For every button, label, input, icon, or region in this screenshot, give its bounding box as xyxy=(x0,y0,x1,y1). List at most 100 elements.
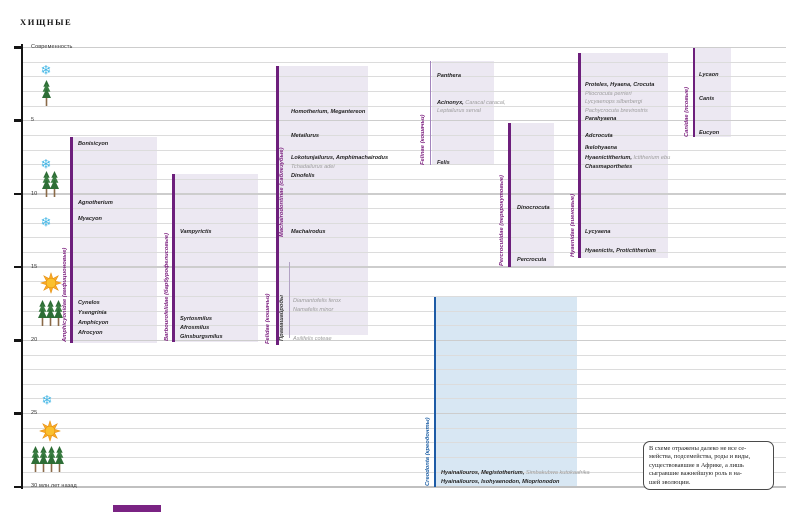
hyaenidae-genus: Ikelohyaena xyxy=(585,145,617,151)
machairodontinae-genus: Homotherium, Megantereon xyxy=(291,109,365,115)
genus-name: Vampyrictis xyxy=(180,229,212,235)
gridline xyxy=(23,134,786,136)
pramachairody-genus: Namafelis minor xyxy=(293,307,333,313)
canidae-label: Canidae (псовые) xyxy=(684,86,690,137)
genus-name: Felis xyxy=(437,160,450,166)
axis-tick xyxy=(14,412,21,415)
axis-tick-label: 15 xyxy=(31,263,38,270)
barbourofelidae-genus: Syrtosmilus xyxy=(180,316,212,322)
genus-name: Panthera xyxy=(437,73,461,79)
genus-name: Canis xyxy=(699,96,715,102)
gridline xyxy=(23,354,786,356)
genus-name: Myacyon xyxy=(78,216,102,222)
barbourofelidae-range-shade xyxy=(174,174,258,342)
gridline xyxy=(23,105,786,107)
genus-name: Lycaon xyxy=(699,72,719,78)
genus-name: Ginsburgsmilus xyxy=(180,334,223,340)
genus-name: Adcrocuta xyxy=(585,133,613,139)
axis-tick-label: 25 xyxy=(31,410,38,417)
felinae-genus: Panthera xyxy=(437,73,461,79)
genus-name: Dinocrocuta xyxy=(517,205,550,211)
footer-accent-mark xyxy=(113,504,161,512)
genus-name: Afrosmilus xyxy=(180,325,210,331)
pramachairody-genus: Asilifelis coteae xyxy=(293,336,332,342)
gridline xyxy=(23,193,786,195)
axis-tick xyxy=(14,46,21,49)
gridline xyxy=(23,76,786,78)
amphicyonidae-range-bar xyxy=(70,137,73,343)
trees-icon xyxy=(41,80,51,106)
gridline xyxy=(23,266,786,268)
snowflake-icon: ❄ xyxy=(41,392,53,408)
genus-name: Eucyon xyxy=(699,130,720,136)
canidae-genus: Lycaon xyxy=(699,72,719,78)
pramachairody-label: Прамашайроды xyxy=(278,295,285,341)
genus-name: Chasmaporthetes xyxy=(585,164,633,170)
genus-name: Bonisicyon xyxy=(78,141,109,147)
genus-name: Afrocyon xyxy=(78,330,103,336)
gridline xyxy=(23,208,786,210)
genus-name: Syrtosmilus xyxy=(180,316,213,322)
genus-name: Ikelohyaena xyxy=(585,145,618,151)
gridline xyxy=(23,295,786,297)
creodonta-genus: Hyainailouros, Isohyaenodon, Mioprionodo… xyxy=(441,479,559,485)
gridline xyxy=(23,369,786,371)
gridline xyxy=(23,457,786,459)
snowflake-icon: ❄ xyxy=(40,62,52,78)
hyaenidae-genus: Hyaenictitherium, Ictitherium ebu xyxy=(585,155,670,161)
gridline xyxy=(23,485,786,489)
genus-name-secondary: Lycyaenops silberbergi xyxy=(585,99,643,105)
genus-name-secondary: Asilifelis coteae xyxy=(293,336,332,342)
felidae-range-bar xyxy=(276,66,279,345)
pramachairody-genus: Diamantofelis ferox xyxy=(293,298,341,304)
gridline xyxy=(23,339,786,342)
genus-name: Lycyaena xyxy=(585,229,611,235)
gridline xyxy=(23,222,786,224)
axis-tick-label: Современность xyxy=(31,44,73,51)
snowflake-icon: ❄ xyxy=(40,214,52,230)
hyaenidae-genus: Proteles, Hyaena, Crocuta xyxy=(585,82,654,88)
barbourofelidae-genus: Ginsburgsmilus xyxy=(180,334,223,340)
genus-name-secondary: Namafelis minor xyxy=(293,307,334,313)
axis-tick-label: 5 xyxy=(31,117,35,124)
genus-name-secondary: Tchadailurus adei xyxy=(291,164,335,170)
axis-tick-label: 20 xyxy=(31,337,38,343)
amphicyonidae-genus: Amphicyon xyxy=(78,320,108,326)
gridline xyxy=(23,398,786,400)
genus-name: Hyainailouros, Megistotherium, xyxy=(441,470,525,476)
gridline xyxy=(23,237,786,239)
hyaenidae-genus: Parahyaena xyxy=(585,116,616,122)
hyaenidae-genus: Adcrocuta xyxy=(585,133,613,139)
felinae-label: Felinae (кошачьи) xyxy=(420,114,426,165)
axis-tick xyxy=(14,265,21,269)
axis-tick xyxy=(14,339,21,342)
gridline xyxy=(23,164,786,166)
hyaenidae-genus: Chasmaporthetes xyxy=(585,164,632,170)
genus-name: Hyaenictis, Protictitherium xyxy=(585,248,656,254)
gridline xyxy=(23,471,786,473)
genus-name-secondary: Ictitherium ebu xyxy=(631,155,671,161)
canidae-range-shade xyxy=(695,48,731,137)
axis-tick-label: 30 млн лет назад xyxy=(31,483,77,490)
hyaenidae-range-shade xyxy=(580,53,668,258)
felinae-range-shade xyxy=(431,61,494,165)
time-axis xyxy=(20,44,23,489)
amphicyonidae-genus: Bonisicyon xyxy=(78,141,108,147)
genus-name: Percrocuta xyxy=(517,257,547,263)
genus-name: Dinofelis xyxy=(291,173,315,179)
percrocutidae-range-shade xyxy=(510,123,554,267)
creodonta-range-shade xyxy=(436,297,577,487)
felidae-range-shade xyxy=(279,66,368,335)
amphicyonidae-genus: Agnotherium xyxy=(78,200,113,206)
note-box: В схеме отражены далеко не все се- мейст… xyxy=(643,441,774,490)
barbourofelidae-range-bar xyxy=(172,174,175,342)
note-text: В схеме отражены далеко не все се- мейст… xyxy=(649,445,751,486)
genus-name: Machairodus xyxy=(291,229,326,235)
hyaenidae-genus: Lycyaena xyxy=(585,229,611,235)
genus-name: Agnotherium xyxy=(78,200,113,206)
percrocutidae-genus: Dinocrocuta xyxy=(517,205,550,211)
percrocutidae-range-bar xyxy=(508,123,511,267)
genus-name-secondary: Caracal caracal, xyxy=(463,100,506,106)
genus-name-secondary: Diamantofelis ferox xyxy=(293,298,341,304)
